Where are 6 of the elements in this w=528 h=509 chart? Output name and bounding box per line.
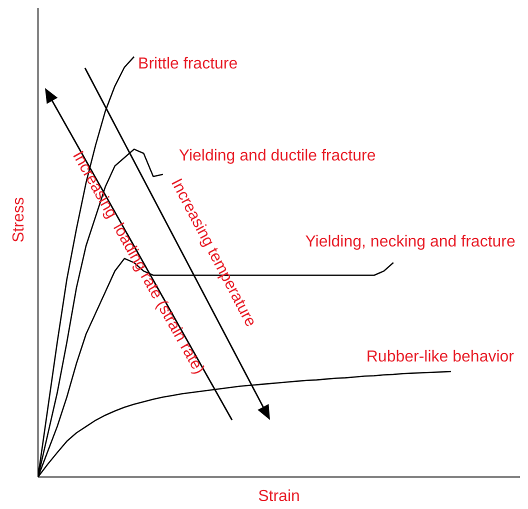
series-label: Brittle fracture	[138, 56, 238, 73]
series-label: Rubber-like behavior	[366, 348, 515, 366]
y-axis-title: Stress	[10, 197, 28, 242]
series-label: Yielding, necking and fracture	[305, 234, 516, 251]
x-axis-title: Strain	[258, 488, 300, 505]
series-label: Yielding and ductile fracture	[178, 147, 376, 164]
